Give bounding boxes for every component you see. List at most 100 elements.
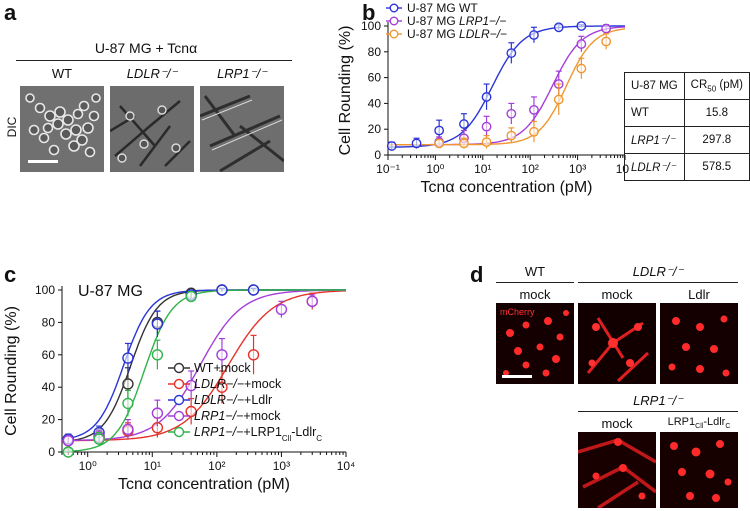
data-point [216, 381, 228, 393]
fit-curve [388, 25, 625, 148]
fluor-ldlr-mock-cells [578, 303, 656, 384]
fluor-lrp1-mock-cells [578, 432, 656, 508]
fluor-ldlr-ldlr-cells [660, 303, 738, 384]
legend-marker [173, 394, 185, 406]
legend-marker [173, 362, 185, 374]
table-row: LRP1⁻/⁻ 297.8 [624, 126, 750, 154]
y-tick-label: 80 [368, 45, 382, 59]
fluor-lrp1-chimera-cells [660, 432, 738, 508]
fit-curve [62, 289, 346, 453]
legend-label: WT [459, 1, 478, 15]
legend-part: +Ldlr [244, 393, 272, 407]
data-point [529, 104, 539, 115]
x-tick-label: 10² [208, 459, 225, 473]
legend-entry: LRP1−/−+mock [194, 409, 281, 423]
legend-marker [389, 16, 399, 26]
legend-marker [389, 3, 399, 13]
x-tick-label: 10⁰ [79, 459, 97, 473]
data-point [481, 121, 492, 132]
cr50-row-value: 578.5 [683, 153, 750, 181]
data-point [506, 130, 517, 141]
legend-marker [173, 426, 185, 438]
panel-d-col-lrp1-chimera: LRP1Cll-LdlrC [660, 416, 738, 430]
data-point [576, 63, 587, 74]
data-point [122, 378, 134, 390]
micrograph-ldlr [110, 86, 194, 172]
y-tick-label: 20 [42, 413, 56, 427]
legend-entry: LDLR−/−+mock [194, 377, 282, 391]
cr50-table: U-87 MG CR50 (pM) WT 15.8 LRP1⁻/⁻ 297.8 … [624, 72, 750, 181]
cr50-row-value: 297.8 [683, 126, 750, 154]
data-point [576, 39, 587, 49]
chimera-sub-c: C [725, 423, 731, 431]
data-point [62, 446, 74, 458]
panel-d-group-lrp1: LRP1⁻/⁻ [633, 393, 683, 408]
data-point [247, 349, 260, 361]
legend-prefix: U-87 MG [407, 1, 459, 15]
cr50-row-label: LRP1⁻/⁻ [624, 126, 685, 154]
legend-part: LDLR−/− [194, 393, 244, 407]
fit-curve [388, 26, 626, 146]
chimera-ldlr: -Ldlr [703, 416, 726, 428]
y-tick-label: 100 [35, 283, 55, 297]
data-point [247, 284, 260, 296]
data-point [275, 303, 288, 316]
panel-a-row-label: DIC [5, 116, 19, 138]
data-point [481, 137, 492, 148]
x-tick-label: 10⁻¹ [376, 162, 400, 176]
cr50-header-cell-value: CR50 (pM) [683, 72, 750, 100]
legend-prefix: U-87 MG [407, 27, 459, 41]
fluor-lrp1-chimera [660, 432, 738, 508]
fluor-ldlr-ldlr [660, 303, 738, 384]
legend-part: LRP1−/− [194, 409, 243, 423]
legend-entry: U-87 MG WT [407, 1, 478, 15]
legend-marker [173, 410, 185, 422]
micrograph-lrp1 [200, 86, 284, 172]
legend-part: +mock [244, 377, 282, 391]
y-tick-label: 40 [368, 96, 382, 110]
table-row: WT 15.8 [624, 99, 750, 127]
y-tick-label: 40 [42, 380, 56, 394]
panel-d-col-ldlr-mock: mock [601, 287, 633, 302]
legend-part: WT [194, 361, 214, 375]
data-point [151, 318, 164, 330]
data-point [93, 433, 105, 445]
data-point [529, 126, 539, 137]
x-tick-label: 10⁰ [426, 162, 444, 176]
cr50-table-grid: U-87 MG CR50 (pM) WT 15.8 LRP1⁻/⁻ 297.8 … [624, 72, 750, 181]
legend-part: LDLR−/− [194, 377, 244, 391]
data-point [122, 423, 134, 436]
data-point [434, 138, 445, 149]
chimera-lrp1: LRP1 [667, 416, 696, 428]
cr50-header-sub: 50 [707, 84, 717, 94]
data-point [459, 119, 469, 129]
chart-title: U-87 MG [78, 283, 143, 300]
data-point [576, 21, 587, 31]
legend-entry: U-87 MG LDLR−/− [407, 27, 507, 41]
x-tick-label: 10¹ [144, 459, 161, 473]
legend-part: -Ldlr [291, 425, 316, 439]
data-point [411, 138, 422, 149]
cr50-row-value: 15.8 [683, 99, 750, 127]
data-point [122, 352, 134, 364]
cr50-row-label: LDLR⁻/⁻ [624, 153, 685, 181]
data-point [601, 36, 612, 47]
panel-a-condition: U-87 MG + Tcnα [94, 40, 198, 56]
fluor-wt-mock: mCherry [496, 303, 574, 384]
data-point [386, 141, 397, 151]
y-axis-label: Cell Rounding (%) [337, 26, 354, 156]
data-point [529, 30, 539, 40]
y-tick-label: 0 [48, 445, 55, 459]
x-tick-label: 10¹ [474, 162, 491, 176]
micrograph-lrp1-cells [200, 86, 284, 172]
legend-part: Cll [282, 434, 292, 443]
data-point [216, 284, 228, 296]
panel-a-col-lrp1: LRP1⁻/⁻ [217, 66, 267, 81]
table-row: LDLR⁻/⁻ 578.5 [624, 153, 750, 181]
legend-marker [389, 29, 399, 39]
y-tick-label: 60 [368, 71, 382, 85]
data-point [151, 349, 164, 361]
data-point [553, 94, 564, 105]
panel-d-col-lrp1-mock: mock [601, 416, 633, 431]
micrograph-ldlr-cells [110, 86, 194, 172]
